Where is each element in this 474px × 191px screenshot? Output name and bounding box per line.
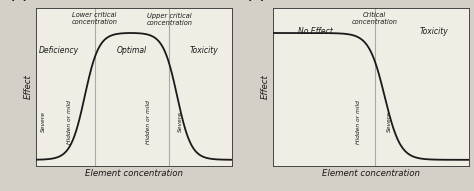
Y-axis label: Effect: Effect <box>261 74 270 99</box>
Text: Severe: Severe <box>178 111 182 132</box>
Text: Toxicity: Toxicity <box>419 27 448 36</box>
Text: Critical
concentration: Critical concentration <box>352 12 398 25</box>
Y-axis label: Effect: Effect <box>24 74 33 99</box>
Text: (b): (b) <box>247 0 265 1</box>
X-axis label: Element concentration: Element concentration <box>85 169 183 178</box>
Text: Severe: Severe <box>387 111 392 132</box>
Text: Hidden or mild: Hidden or mild <box>146 100 151 144</box>
Text: Hidden or mild: Hidden or mild <box>67 100 73 144</box>
X-axis label: Element concentration: Element concentration <box>322 169 420 178</box>
Text: Lower critical
concentration: Lower critical concentration <box>72 12 118 25</box>
Text: Optimal: Optimal <box>117 46 147 55</box>
Text: No Effect: No Effect <box>299 27 333 36</box>
Text: Toxicity: Toxicity <box>189 46 218 55</box>
Text: (a): (a) <box>10 0 27 1</box>
Text: Upper critical
concentration: Upper critical concentration <box>146 12 192 26</box>
Text: Deficiency: Deficiency <box>39 46 79 55</box>
Text: Severe: Severe <box>41 111 46 132</box>
Text: Hidden or mild: Hidden or mild <box>356 100 361 144</box>
